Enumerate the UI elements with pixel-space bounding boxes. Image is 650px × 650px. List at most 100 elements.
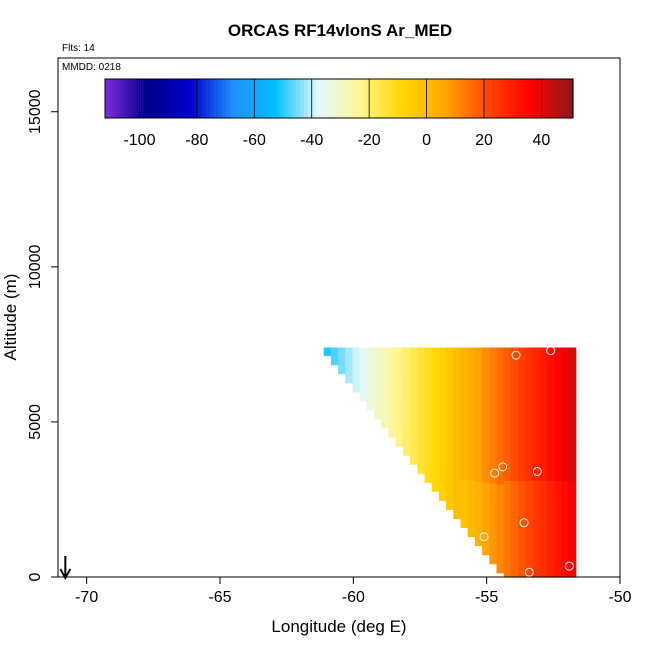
heatmap-cell	[503, 399, 512, 409]
heatmap-cell	[546, 391, 555, 401]
heatmap-cell	[525, 496, 534, 506]
heatmap-cell	[460, 519, 469, 528]
heatmap-cell	[496, 354, 505, 364]
colorbar-swatch	[569, 79, 574, 118]
heatmap-cell	[532, 351, 541, 360]
heatmap-cell	[482, 449, 490, 459]
heatmap-cell	[496, 467, 505, 477]
heatmap-cell	[539, 496, 548, 506]
heatmap-cell	[388, 388, 397, 398]
heatmap-cell	[539, 504, 548, 514]
heatmap-cell	[561, 488, 570, 497]
heatmap-cell	[453, 453, 462, 463]
heatmap-cell	[546, 407, 555, 417]
heatmap-cell	[561, 431, 570, 441]
heatmap-cell	[395, 421, 404, 431]
heatmap-cell	[503, 347, 512, 352]
heatmap-cell	[554, 347, 562, 352]
heatmap-cell	[503, 480, 512, 489]
heatmap-cell	[446, 380, 454, 389]
heatmap-cell	[503, 375, 512, 385]
heatmap-cell	[438, 427, 447, 437]
colorbar-swatch	[264, 79, 270, 118]
heatmap-cell	[345, 374, 354, 384]
heatmap-cell	[546, 536, 555, 546]
heatmap-cell	[460, 446, 469, 456]
heatmap-cell	[338, 347, 346, 350]
heatmap-cell	[402, 422, 411, 432]
heatmap-cell	[402, 350, 411, 359]
heatmap-cell	[446, 420, 454, 430]
heatmap-cell	[424, 409, 433, 419]
heatmap-cell	[460, 398, 469, 408]
heatmap-cell	[446, 364, 454, 373]
heatmap-cell	[467, 391, 476, 400]
heatmap-cell	[489, 402, 498, 411]
heatmap-cell	[546, 488, 555, 497]
heatmap-cell	[424, 369, 433, 378]
heatmap-cell	[510, 496, 519, 506]
colorbar-tick-label: 40	[533, 132, 551, 149]
colorbar-swatch	[155, 79, 161, 118]
heatmap-cell	[496, 475, 505, 485]
heatmap-cell	[539, 480, 548, 489]
heatmap-cell	[546, 359, 555, 368]
heatmap-cell	[338, 349, 346, 359]
heatmap-cell	[539, 552, 548, 562]
heatmap-cell	[424, 393, 433, 403]
heatmap-cell	[568, 431, 577, 441]
heatmap-cell	[482, 538, 490, 548]
heatmap-cell	[438, 347, 447, 356]
heatmap-cell	[467, 375, 476, 384]
heatmap-cell	[402, 447, 411, 456]
heatmap-cell	[338, 357, 346, 367]
heatmap-cell	[510, 399, 519, 409]
heatmap-cell	[518, 464, 526, 473]
heatmap-cell	[410, 391, 418, 401]
heatmap-cell	[374, 362, 382, 372]
heatmap-cell	[568, 472, 577, 481]
heatmap-cell	[532, 544, 541, 554]
heatmap-cell	[417, 448, 426, 458]
heatmap-cell	[532, 399, 541, 409]
colorbar-swatch	[105, 79, 110, 118]
heatmap-cell	[568, 399, 577, 409]
colorbar-swatch	[276, 79, 282, 118]
heatmap-cell	[482, 417, 490, 427]
colorbar-swatch	[245, 79, 250, 118]
x-tick-label: -60	[342, 589, 365, 606]
flight-points	[199, 195, 585, 577]
heatmap-cell	[417, 416, 426, 426]
colorbar-swatch	[506, 79, 512, 118]
heatmap-cell	[482, 377, 490, 386]
heatmap-cell	[546, 568, 555, 578]
heatmap-cell	[510, 383, 519, 393]
heatmap-cell	[525, 351, 534, 360]
heatmap-cell	[431, 434, 440, 444]
heatmap-cell	[532, 415, 541, 425]
heatmap-cell	[532, 383, 541, 393]
heatmap-cell	[525, 415, 534, 425]
heatmap-cell	[568, 520, 577, 530]
heatmap-cell	[467, 351, 476, 360]
heatmap-cell	[496, 363, 505, 372]
heatmap-cell	[330, 356, 339, 366]
heatmap-cell	[438, 492, 447, 501]
heatmap-cell	[460, 366, 469, 375]
heatmap-cell	[352, 347, 361, 352]
heatmap-cell	[460, 487, 469, 496]
heatmap-cell	[460, 479, 469, 488]
heatmap-cell	[510, 472, 519, 481]
date-annotation: MMDD: 0218	[62, 62, 121, 73]
heatmap-cell	[503, 383, 512, 393]
heatmap-cell	[568, 504, 577, 514]
heatmap-cell	[424, 353, 433, 362]
heatmap-cell	[474, 513, 483, 522]
heatmap-cell	[568, 407, 577, 417]
heatmap-cell	[525, 383, 534, 393]
colorbar-swatch	[241, 79, 246, 118]
heatmap-cell	[474, 464, 483, 474]
heatmap-cell	[474, 456, 483, 466]
heatmap-cell	[446, 428, 454, 438]
flight-point	[484, 566, 494, 576]
